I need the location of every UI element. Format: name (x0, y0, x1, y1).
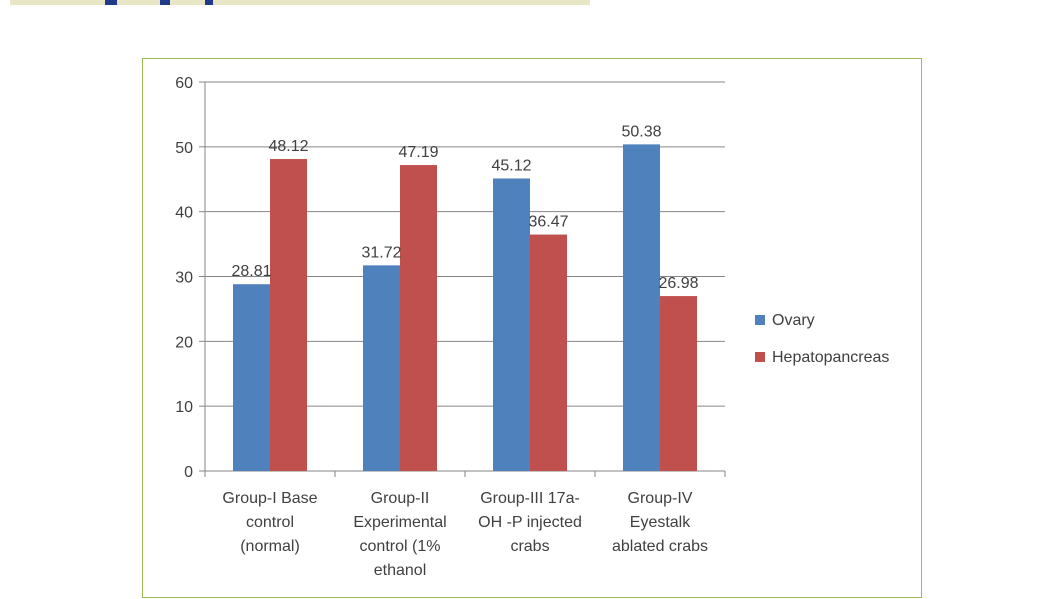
x-category-label: (normal) (240, 538, 300, 555)
y-tick-label: 50 (175, 140, 193, 157)
x-category-label: control (246, 514, 294, 531)
bar-ovary (233, 284, 270, 471)
legend-label: Hepatopancreas (772, 349, 889, 366)
x-category-label: ablated crabs (612, 538, 708, 555)
bar-hepatopancreas (530, 234, 567, 471)
y-tick-label: 60 (175, 75, 193, 92)
bar-hepatopancreas (270, 159, 307, 471)
y-tick-label: 20 (175, 334, 193, 351)
bar-ovary (363, 265, 400, 471)
x-category-label: Group-I Base (222, 490, 317, 507)
data-label: 31.72 (361, 244, 401, 261)
bar-layer (233, 144, 697, 472)
data-label: 28.81 (231, 263, 271, 280)
top-bar-segment (205, 0, 213, 5)
y-tick-label: 0 (184, 464, 193, 481)
data-label: 45.12 (491, 157, 531, 174)
bar-chart: 0 10 20 30 40 50 60 Group-I Base control (normal)… (175, 75, 889, 579)
top-bar-segment (160, 0, 170, 5)
chart-frame: 0 10 20 30 40 50 60 Group-I Base control (normal)… (142, 58, 922, 598)
legend: Ovary Hepatopancreas (755, 312, 889, 366)
x-category-label: control (1% (360, 538, 441, 555)
data-label: 26.98 (658, 275, 698, 292)
x-category-label: Experimental (353, 514, 446, 531)
y-tick-label: 30 (175, 270, 193, 287)
x-category-label: ethanol (374, 562, 427, 579)
label-layer: 28.81 48.12 31.72 47.19 45.12 36.47 50.38 26.98 (231, 123, 698, 292)
legend-label: Ovary (772, 312, 815, 329)
data-label: 47.19 (398, 144, 438, 161)
x-category-label: OH -P injected (478, 514, 582, 531)
data-label: 50.38 (621, 123, 661, 140)
legend-swatch-hepatopancreas (755, 352, 765, 362)
data-label: 48.12 (268, 138, 308, 155)
bar-hepatopancreas (660, 296, 697, 471)
x-category-label: Group-III 17a- (480, 490, 580, 507)
x-category-label: crabs (510, 538, 549, 555)
y-tick-label: 10 (175, 399, 193, 416)
bar-hepatopancreas (400, 165, 437, 471)
y-tick-label: 40 (175, 205, 193, 222)
legend-swatch-ovary (755, 315, 765, 325)
x-category-label: Group-IV (628, 490, 693, 507)
x-category-label: Group-II (371, 490, 430, 507)
bar-ovary (623, 144, 660, 471)
bar-ovary (493, 178, 530, 472)
top-bar-segment (105, 0, 117, 5)
x-category-label: Eyestalk (630, 514, 691, 531)
data-label: 36.47 (528, 214, 568, 231)
top-decoration-bar (10, 0, 590, 5)
